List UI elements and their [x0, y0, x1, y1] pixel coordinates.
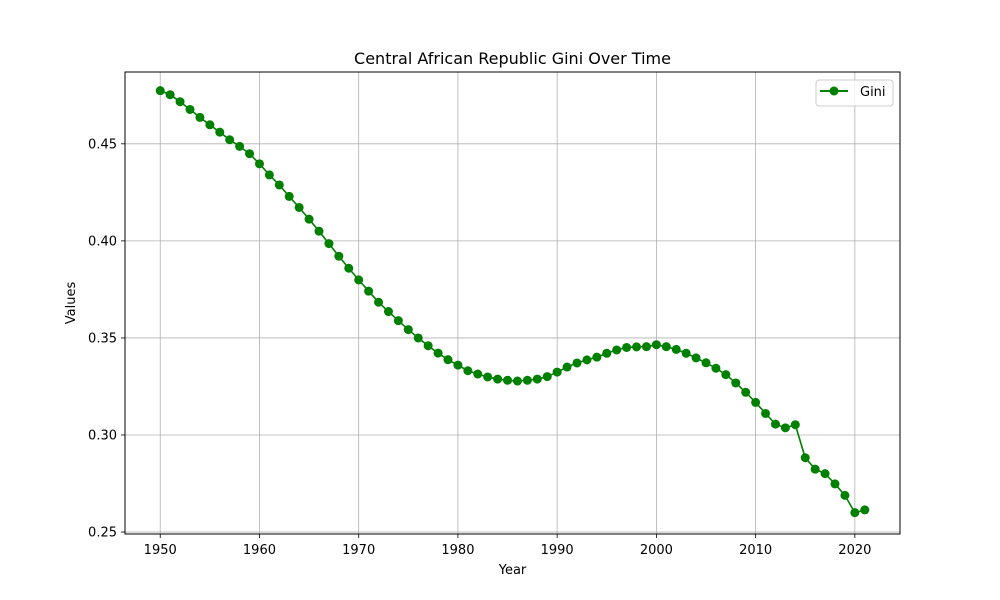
data-point [602, 348, 612, 358]
data-point [463, 366, 473, 376]
data-point [195, 112, 205, 122]
data-point [731, 378, 741, 388]
y-axis-label: Values [64, 282, 79, 325]
data-point [443, 355, 453, 365]
data-point [741, 387, 751, 397]
data-point [810, 464, 820, 474]
data-point [592, 352, 602, 362]
data-point [483, 372, 493, 382]
data-point [185, 104, 195, 114]
data-point [314, 226, 324, 236]
data-point [820, 469, 830, 479]
data-point [254, 159, 264, 169]
data-point [304, 214, 314, 224]
data-point [245, 149, 255, 159]
data-point [215, 127, 225, 137]
data-point [334, 251, 344, 261]
data-point [274, 180, 284, 190]
data-point [711, 363, 721, 373]
data-point [751, 397, 761, 407]
data-point [403, 325, 413, 335]
data-point [562, 362, 572, 372]
data-point [393, 316, 403, 326]
data-point [493, 374, 503, 384]
legend-marker [829, 86, 839, 96]
data-point [800, 453, 810, 463]
data-point [761, 408, 771, 418]
data-point [205, 120, 215, 130]
data-point [770, 419, 780, 429]
data-point [165, 90, 175, 100]
data-point [840, 490, 850, 500]
data-point [344, 263, 354, 273]
data-point [284, 191, 294, 201]
x-tick-label: 1950 [144, 543, 177, 558]
x-axis-label: Year [498, 563, 527, 578]
y-tick-label: 0.45 [88, 137, 117, 152]
data-point [374, 297, 384, 307]
grid [125, 72, 900, 534]
data-point [354, 275, 364, 285]
data-point [383, 307, 393, 317]
axes-frame [124, 71, 901, 535]
data-point [701, 358, 711, 368]
x-tick-label: 1980 [441, 543, 474, 558]
plot-area [155, 86, 870, 518]
legend: Gini [815, 79, 894, 107]
y-axis: 0.25 0.30 0.35 0.40 0.45 [88, 137, 125, 541]
legend-label: Gini [860, 85, 886, 100]
data-point [850, 508, 860, 518]
data-point [324, 239, 334, 249]
data-point [532, 374, 542, 384]
data-point [503, 375, 513, 385]
data-point [423, 341, 433, 351]
data-point [572, 358, 582, 368]
data-point [830, 479, 840, 489]
data-point [453, 360, 463, 370]
data-point [632, 342, 642, 352]
data-point [542, 372, 552, 382]
x-axis: 1950 1960 1970 1980 1990 2000 2010 2020 [144, 534, 871, 558]
y-tick-label: 0.40 [88, 234, 117, 249]
data-point [582, 355, 592, 365]
x-tick-label: 1970 [342, 543, 375, 558]
data-point [552, 367, 562, 377]
data-point [473, 369, 483, 379]
data-point [413, 333, 423, 343]
data-point [294, 202, 304, 212]
data-point [651, 340, 661, 350]
chart-title: Central African Republic Gini Over Time [354, 49, 671, 68]
data-point [790, 420, 800, 430]
x-tick-label: 1960 [243, 543, 276, 558]
data-point [364, 286, 374, 296]
data-point [622, 342, 632, 352]
y-tick-label: 0.25 [88, 526, 117, 541]
data-point [522, 375, 532, 385]
data-point [681, 348, 691, 358]
data-point [780, 423, 790, 433]
data-point [225, 135, 235, 145]
data-point [860, 505, 870, 515]
data-point [512, 376, 522, 386]
y-tick-label: 0.30 [88, 429, 117, 444]
y-tick-label: 0.35 [88, 331, 117, 346]
x-tick-label: 2010 [739, 543, 772, 558]
data-point [721, 370, 731, 380]
data-point [691, 353, 701, 363]
data-point [661, 342, 671, 352]
legend-box [815, 79, 894, 107]
data-point [671, 344, 681, 354]
data-point [155, 86, 165, 96]
data-point [433, 348, 443, 358]
data-point [235, 141, 245, 151]
data-point [264, 170, 274, 180]
x-tick-label: 2000 [640, 543, 673, 558]
data-point [641, 342, 651, 352]
data-point [612, 345, 622, 355]
x-tick-label: 2020 [838, 543, 871, 558]
data-point [175, 97, 185, 107]
x-tick-label: 1990 [541, 543, 574, 558]
